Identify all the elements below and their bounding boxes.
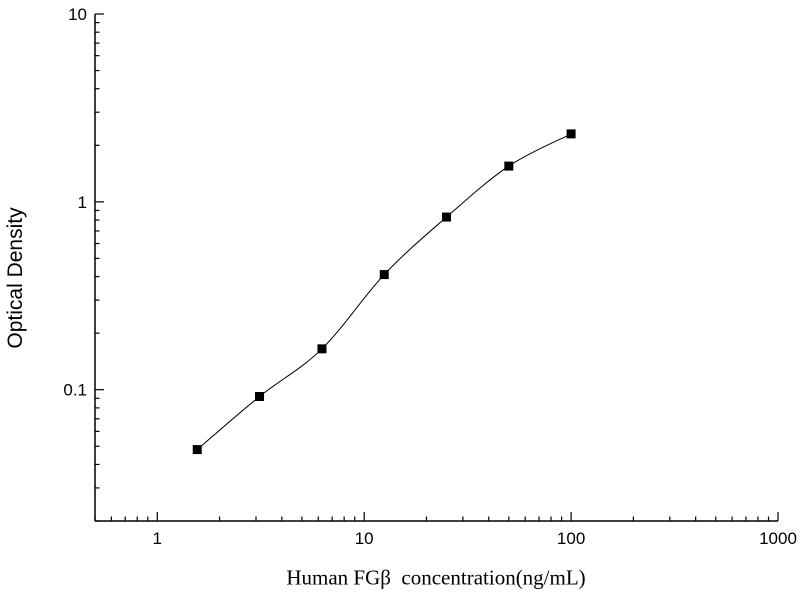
data-point-marker [317, 344, 327, 354]
data-point-marker [504, 161, 514, 171]
y-tick-label: 1 [78, 193, 87, 212]
data-point-marker [566, 129, 576, 139]
y-tick-label: 0.1 [63, 381, 87, 400]
x-axis-label: Human FGβ concentration(ng/mL) [286, 565, 586, 590]
x-tick-label: 1000 [759, 529, 797, 548]
x-tick-label: 10 [355, 529, 374, 548]
data-point-marker [255, 392, 265, 402]
data-point-marker [379, 270, 389, 280]
x-tick-label: 1 [153, 529, 162, 548]
y-tick-label: 10 [68, 5, 87, 24]
y-axis-label: Optical Density [4, 207, 27, 349]
x-tick-label: 100 [557, 529, 585, 548]
standard-curve-line [196, 133, 572, 450]
data-point-marker [192, 445, 202, 455]
data-point-marker [442, 212, 452, 222]
